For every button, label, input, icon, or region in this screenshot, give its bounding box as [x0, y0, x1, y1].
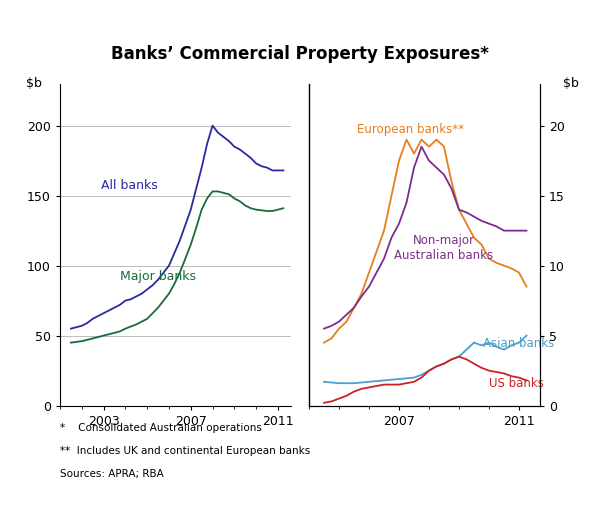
Text: US banks: US banks — [489, 377, 544, 390]
Y-axis label: $b: $b — [563, 77, 579, 90]
Text: Sources: APRA; RBA: Sources: APRA; RBA — [60, 469, 164, 479]
Text: **  Includes UK and continental European banks: ** Includes UK and continental European … — [60, 446, 310, 456]
Text: European banks**: European banks** — [357, 123, 464, 136]
Text: Banks’ Commercial Property Exposures*: Banks’ Commercial Property Exposures* — [111, 45, 489, 63]
Text: Asian banks: Asian banks — [483, 337, 554, 350]
Text: *    Consolidated Australian operations: * Consolidated Australian operations — [60, 423, 262, 433]
Text: All banks: All banks — [101, 178, 158, 192]
Y-axis label: $b: $b — [26, 77, 41, 90]
Text: Non-major
Australian banks: Non-major Australian banks — [394, 234, 494, 262]
Text: Major banks: Major banks — [120, 270, 196, 282]
